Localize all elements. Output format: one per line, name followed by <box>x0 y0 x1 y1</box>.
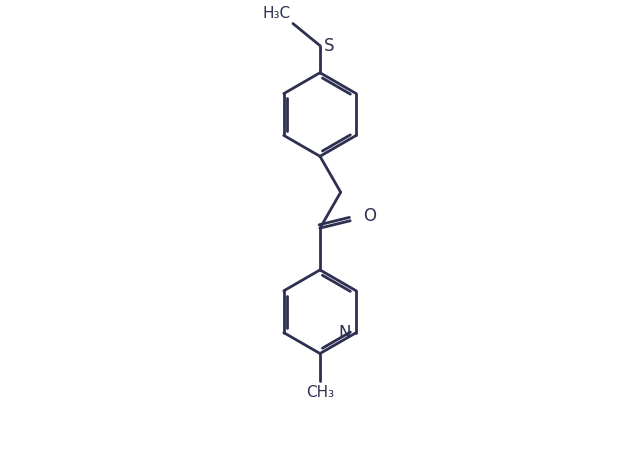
Text: O: O <box>363 207 376 225</box>
Text: N: N <box>339 324 351 342</box>
Text: S: S <box>323 37 334 55</box>
Text: CH₃: CH₃ <box>306 384 334 400</box>
Text: H₃C: H₃C <box>262 6 291 21</box>
